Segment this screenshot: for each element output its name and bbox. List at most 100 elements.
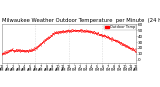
Point bbox=[116, 40, 119, 41]
Point bbox=[30, 50, 33, 51]
Point bbox=[27, 49, 30, 51]
Point bbox=[98, 34, 100, 36]
Point bbox=[75, 30, 77, 31]
Point bbox=[103, 37, 106, 39]
Point bbox=[40, 44, 42, 45]
Point bbox=[123, 44, 125, 46]
Point bbox=[57, 31, 60, 32]
Point bbox=[46, 37, 49, 38]
Point bbox=[12, 49, 14, 51]
Point bbox=[21, 50, 24, 52]
Point bbox=[2, 53, 4, 54]
Point bbox=[47, 36, 50, 37]
Point bbox=[81, 31, 84, 32]
Point bbox=[6, 50, 9, 51]
Point bbox=[27, 51, 30, 52]
Point bbox=[106, 36, 109, 37]
Point bbox=[12, 49, 15, 51]
Point bbox=[74, 31, 76, 32]
Point bbox=[124, 45, 127, 46]
Point bbox=[70, 31, 73, 32]
Point bbox=[90, 31, 93, 32]
Point bbox=[85, 30, 88, 32]
Point bbox=[63, 32, 66, 33]
Point bbox=[4, 52, 7, 53]
Point bbox=[9, 50, 12, 51]
Point bbox=[103, 35, 106, 37]
Point bbox=[120, 43, 123, 45]
Point bbox=[44, 39, 47, 41]
Point bbox=[56, 32, 58, 34]
Point bbox=[130, 47, 132, 49]
Point bbox=[85, 30, 87, 31]
Point bbox=[76, 30, 79, 31]
Point bbox=[77, 30, 79, 31]
Point bbox=[15, 49, 17, 50]
Point bbox=[121, 42, 124, 44]
Point bbox=[96, 32, 99, 34]
Point bbox=[95, 34, 98, 35]
Point bbox=[23, 49, 26, 51]
Point bbox=[76, 30, 78, 31]
Point bbox=[131, 48, 133, 49]
Point bbox=[98, 33, 100, 35]
Point bbox=[134, 50, 137, 52]
Point bbox=[69, 29, 72, 31]
Point bbox=[131, 49, 134, 51]
Point bbox=[92, 31, 94, 33]
Point bbox=[56, 32, 58, 34]
Point bbox=[60, 30, 63, 32]
Point bbox=[32, 50, 34, 51]
Point bbox=[61, 31, 63, 32]
Point bbox=[133, 50, 136, 51]
Point bbox=[111, 40, 113, 41]
Point bbox=[80, 29, 83, 31]
Point bbox=[38, 44, 40, 45]
Point bbox=[117, 41, 119, 43]
Point bbox=[28, 50, 31, 51]
Point bbox=[133, 50, 136, 52]
Point bbox=[115, 41, 118, 42]
Point bbox=[67, 29, 69, 30]
Point bbox=[24, 50, 27, 52]
Point bbox=[78, 30, 81, 32]
Point bbox=[99, 33, 102, 34]
Point bbox=[72, 30, 75, 31]
Point bbox=[22, 49, 25, 50]
Point bbox=[89, 31, 92, 33]
Point bbox=[133, 49, 135, 50]
Point bbox=[95, 32, 97, 34]
Point bbox=[25, 50, 27, 51]
Point bbox=[5, 51, 8, 52]
Point bbox=[20, 49, 22, 50]
Point bbox=[20, 50, 23, 51]
Point bbox=[132, 47, 134, 48]
Point bbox=[117, 41, 120, 42]
Point bbox=[38, 43, 41, 45]
Point bbox=[72, 29, 75, 31]
Point bbox=[17, 49, 20, 51]
Point bbox=[90, 31, 93, 32]
Point bbox=[44, 39, 46, 40]
Point bbox=[70, 31, 72, 33]
Point bbox=[58, 32, 60, 33]
Point bbox=[111, 40, 114, 41]
Point bbox=[49, 35, 52, 36]
Point bbox=[64, 31, 66, 32]
Point bbox=[88, 30, 91, 31]
Point bbox=[30, 49, 33, 50]
Point bbox=[9, 48, 12, 49]
Point bbox=[6, 51, 9, 53]
Point bbox=[65, 30, 68, 32]
Point bbox=[90, 31, 92, 32]
Point bbox=[23, 50, 25, 51]
Point bbox=[62, 31, 65, 33]
Point bbox=[15, 48, 17, 50]
Point bbox=[41, 41, 44, 43]
Point bbox=[125, 46, 128, 48]
Point bbox=[36, 45, 39, 47]
Point bbox=[113, 39, 116, 41]
Point bbox=[8, 50, 11, 52]
Point bbox=[14, 50, 16, 51]
Point bbox=[35, 47, 38, 48]
